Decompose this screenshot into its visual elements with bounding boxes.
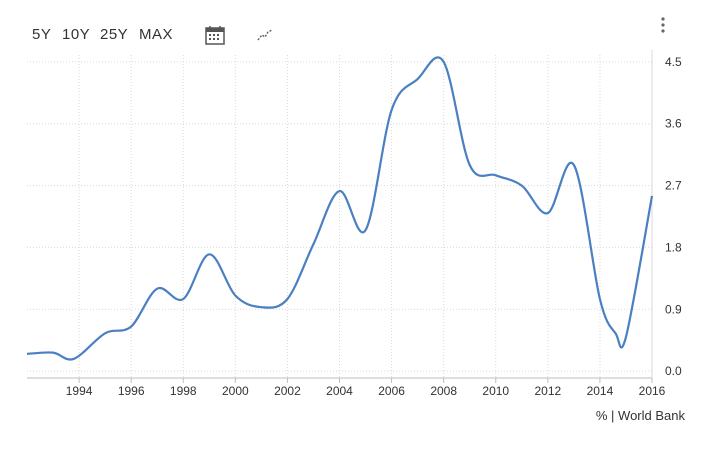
y-tick-label: 0.0 (665, 364, 682, 378)
vertical-dots-menu-icon[interactable] (659, 16, 667, 36)
x-tick-label: 1996 (118, 384, 145, 398)
calendar-icon[interactable] (205, 25, 225, 45)
y-tick-label: 2.7 (665, 179, 682, 193)
series-line (26, 56, 654, 361)
range-25y-button[interactable]: 25Y (100, 26, 129, 43)
y-tick-label: 4.5 (665, 55, 682, 69)
range-5y-button[interactable]: 5Y (32, 26, 52, 43)
x-tick-label: 1998 (170, 384, 197, 398)
x-tick-label: 2000 (222, 384, 249, 398)
x-tick-label: 2006 (378, 384, 405, 398)
y-tick-label: 1.8 (665, 240, 682, 254)
x-tick-label: 2016 (639, 384, 666, 398)
y-tick-label: 3.6 (665, 117, 682, 131)
range-max-button[interactable]: MAX (139, 26, 174, 43)
range-10y-button[interactable]: 10Y (62, 26, 91, 43)
x-tick-label: 2008 (430, 384, 457, 398)
x-tick-label: 2012 (534, 384, 561, 398)
x-tick-label: 2010 (482, 384, 509, 398)
x-tick-label: 1994 (66, 384, 93, 398)
x-tick-label: 2014 (587, 384, 614, 398)
y-tick-label: 0.9 (665, 302, 682, 316)
x-tick-label: 2004 (326, 384, 353, 398)
line-chart-icon[interactable] (257, 28, 273, 42)
source-label: % | World Bank (595, 408, 685, 423)
x-tick-label: 2002 (274, 384, 301, 398)
toolbar: 5Y 10Y 25Y MAX (0, 17, 713, 50)
